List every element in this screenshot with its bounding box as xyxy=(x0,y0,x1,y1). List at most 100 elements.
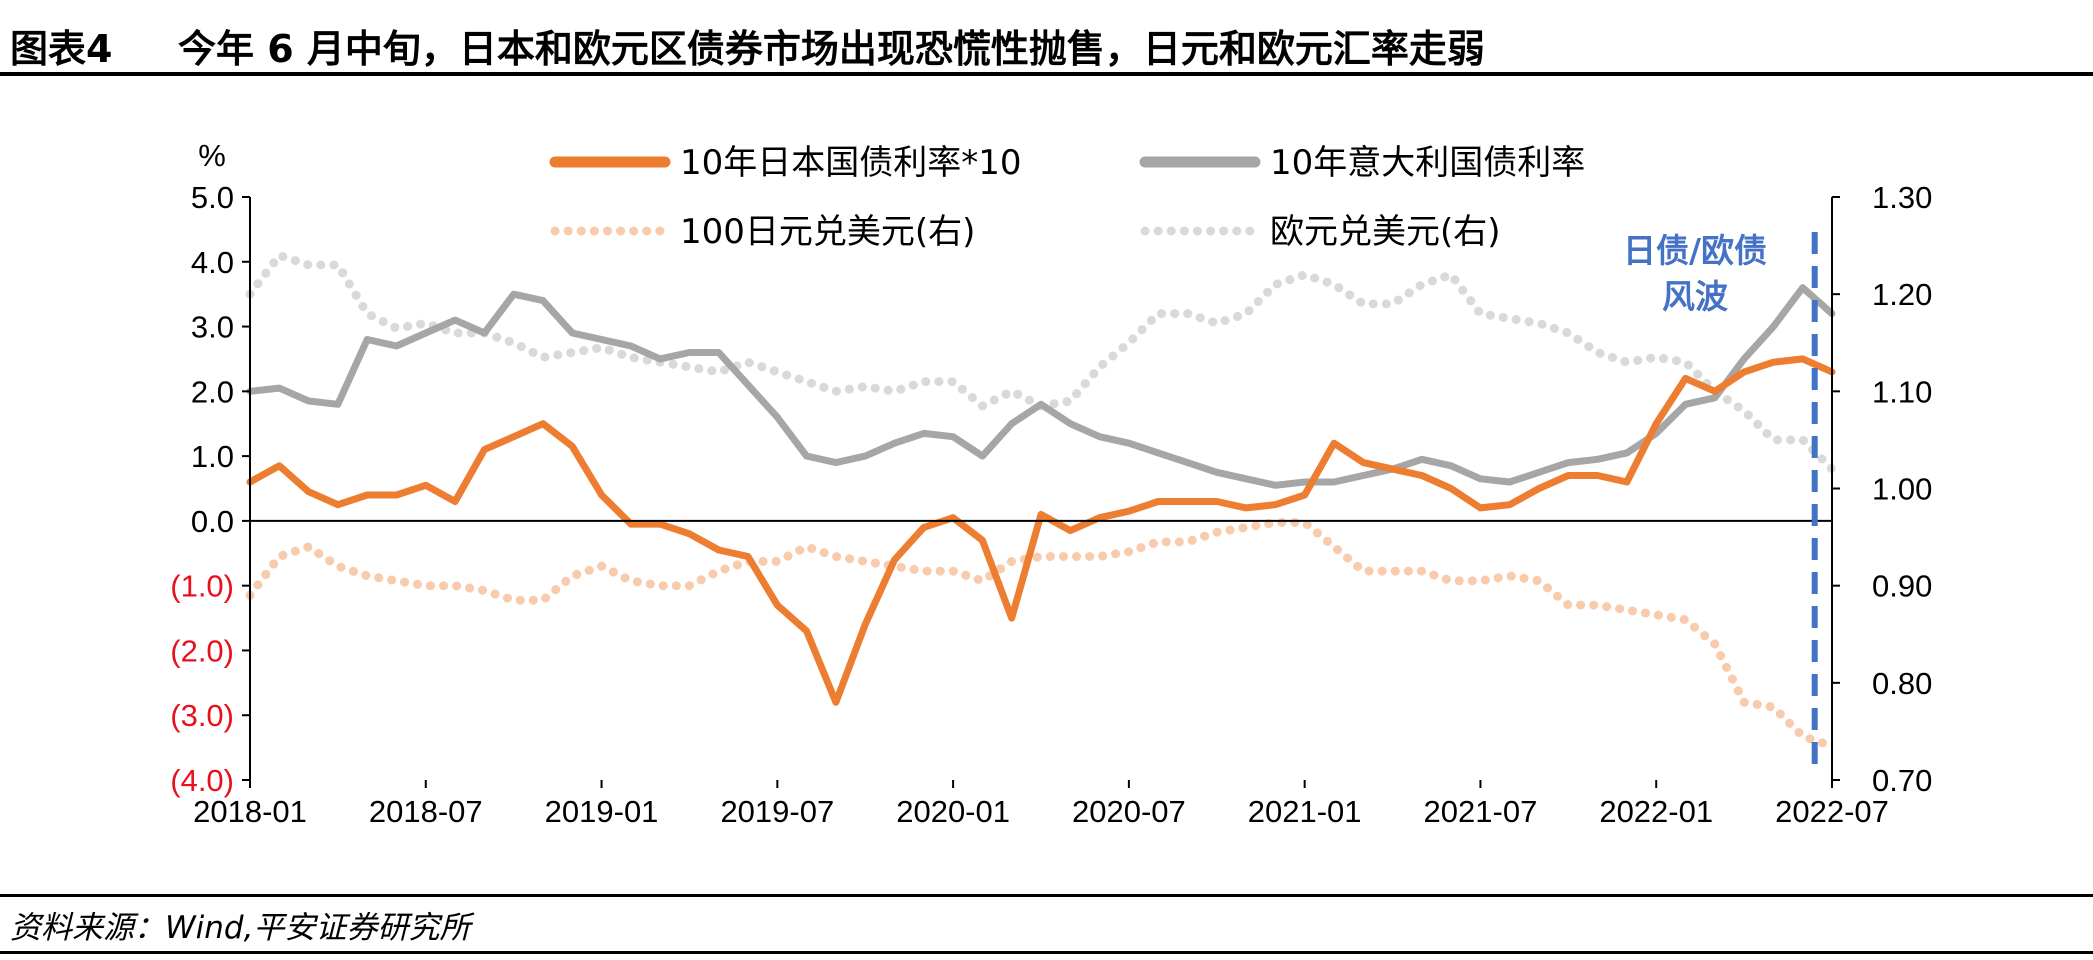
data-point xyxy=(1568,475,1569,476)
data-point xyxy=(689,533,690,534)
data-point xyxy=(630,346,631,347)
y-left-tick-label: (4.0) xyxy=(170,763,234,798)
data-point xyxy=(1714,391,1715,392)
data-point xyxy=(1451,580,1452,581)
data-point xyxy=(543,423,544,424)
data-point xyxy=(425,323,426,324)
data-point xyxy=(1041,514,1042,515)
data-point xyxy=(1011,561,1012,562)
data-point xyxy=(1304,482,1305,483)
y-right-tick-label: 1.00 xyxy=(1872,472,1932,507)
data-point xyxy=(1509,482,1510,483)
data-point xyxy=(1334,443,1335,444)
data-point xyxy=(953,436,954,437)
y-right-tick-label: 1.30 xyxy=(1872,180,1932,215)
data-point xyxy=(572,575,573,576)
data-point xyxy=(718,550,719,551)
data-point xyxy=(601,339,602,340)
data-point xyxy=(1656,423,1657,424)
data-point xyxy=(1158,541,1159,542)
data-point xyxy=(806,381,807,382)
data-point xyxy=(1099,367,1100,368)
data-point xyxy=(1216,323,1217,324)
y-right-tick-label: 1.10 xyxy=(1872,374,1932,409)
data-point xyxy=(1128,551,1129,552)
data-point xyxy=(279,255,280,256)
data-point xyxy=(396,328,397,329)
y-left-tick-label: 5.0 xyxy=(191,180,234,215)
data-point xyxy=(572,352,573,353)
data-point xyxy=(513,294,514,295)
data-point xyxy=(1128,342,1129,343)
data-point xyxy=(1041,556,1042,557)
data-point xyxy=(1656,357,1657,358)
data-point xyxy=(1363,303,1364,304)
data-point xyxy=(748,362,749,363)
data-point xyxy=(1304,495,1305,496)
data-point xyxy=(1158,313,1159,314)
data-point xyxy=(337,265,338,266)
data-point xyxy=(425,485,426,486)
data-point xyxy=(1070,423,1071,424)
data-point xyxy=(1597,352,1598,353)
data-point xyxy=(923,571,924,572)
data-point xyxy=(982,580,983,581)
y-right-tick-label: 0.80 xyxy=(1872,666,1932,701)
figure-label: 图表4 xyxy=(10,27,113,71)
legend: 10年日本国债利率*10 10年意大利国债利率 100日元兑美元(右) 欧元兑美元(右… xyxy=(549,143,1585,252)
data-point xyxy=(777,605,778,606)
data-point xyxy=(1392,571,1393,572)
data-point xyxy=(337,404,338,405)
y-right-tick-label: 0.90 xyxy=(1872,569,1932,604)
data-point xyxy=(1070,530,1071,531)
x-tick-label: 2020-01 xyxy=(896,794,1010,829)
bottom-rule-2 xyxy=(0,951,2093,954)
data-point xyxy=(1480,507,1481,508)
x-tick-label: 2021-01 xyxy=(1248,794,1362,829)
data-point xyxy=(894,559,895,560)
data-point xyxy=(455,501,456,502)
data-point xyxy=(279,465,280,466)
data-point xyxy=(1216,532,1217,533)
data-point xyxy=(1158,452,1159,453)
data-point xyxy=(1714,644,1715,645)
data-point xyxy=(1539,580,1540,581)
data-point xyxy=(1773,439,1774,440)
data-point xyxy=(660,585,661,586)
y-left-tick-label: (1.0) xyxy=(170,569,234,604)
data-point xyxy=(1451,488,1452,489)
y-left-tick-label: 4.0 xyxy=(191,245,234,280)
data-point xyxy=(1011,618,1012,619)
y-left-tick-label: 1.0 xyxy=(191,439,234,474)
series-line-3 xyxy=(245,250,1837,474)
x-tick-label: 2020-07 xyxy=(1072,794,1186,829)
data-point xyxy=(1802,287,1803,288)
data-point xyxy=(396,580,397,581)
data-point xyxy=(1539,323,1540,324)
data-point xyxy=(484,590,485,591)
x-tick-label: 2019-01 xyxy=(545,794,659,829)
data-point xyxy=(1802,736,1803,737)
data-point xyxy=(1568,333,1569,334)
data-point xyxy=(865,456,866,457)
data-point xyxy=(367,495,368,496)
data-point xyxy=(777,561,778,562)
data-point xyxy=(1421,571,1422,572)
data-point xyxy=(865,386,866,387)
data-point xyxy=(543,300,544,301)
legend-label-0: 10年日本国债利率*10 xyxy=(680,143,1022,183)
x-tick-label: 2022-01 xyxy=(1599,794,1713,829)
data-point xyxy=(689,585,690,586)
data-point xyxy=(630,357,631,358)
data-point xyxy=(1246,313,1247,314)
y-right-tick-label: 0.70 xyxy=(1872,763,1932,798)
data-point xyxy=(455,333,456,334)
data-point xyxy=(982,405,983,406)
data-point xyxy=(279,556,280,557)
data-point xyxy=(953,571,954,572)
data-point xyxy=(1275,485,1276,486)
data-point xyxy=(1070,556,1071,557)
data-point xyxy=(718,571,719,572)
data-point xyxy=(748,556,749,557)
